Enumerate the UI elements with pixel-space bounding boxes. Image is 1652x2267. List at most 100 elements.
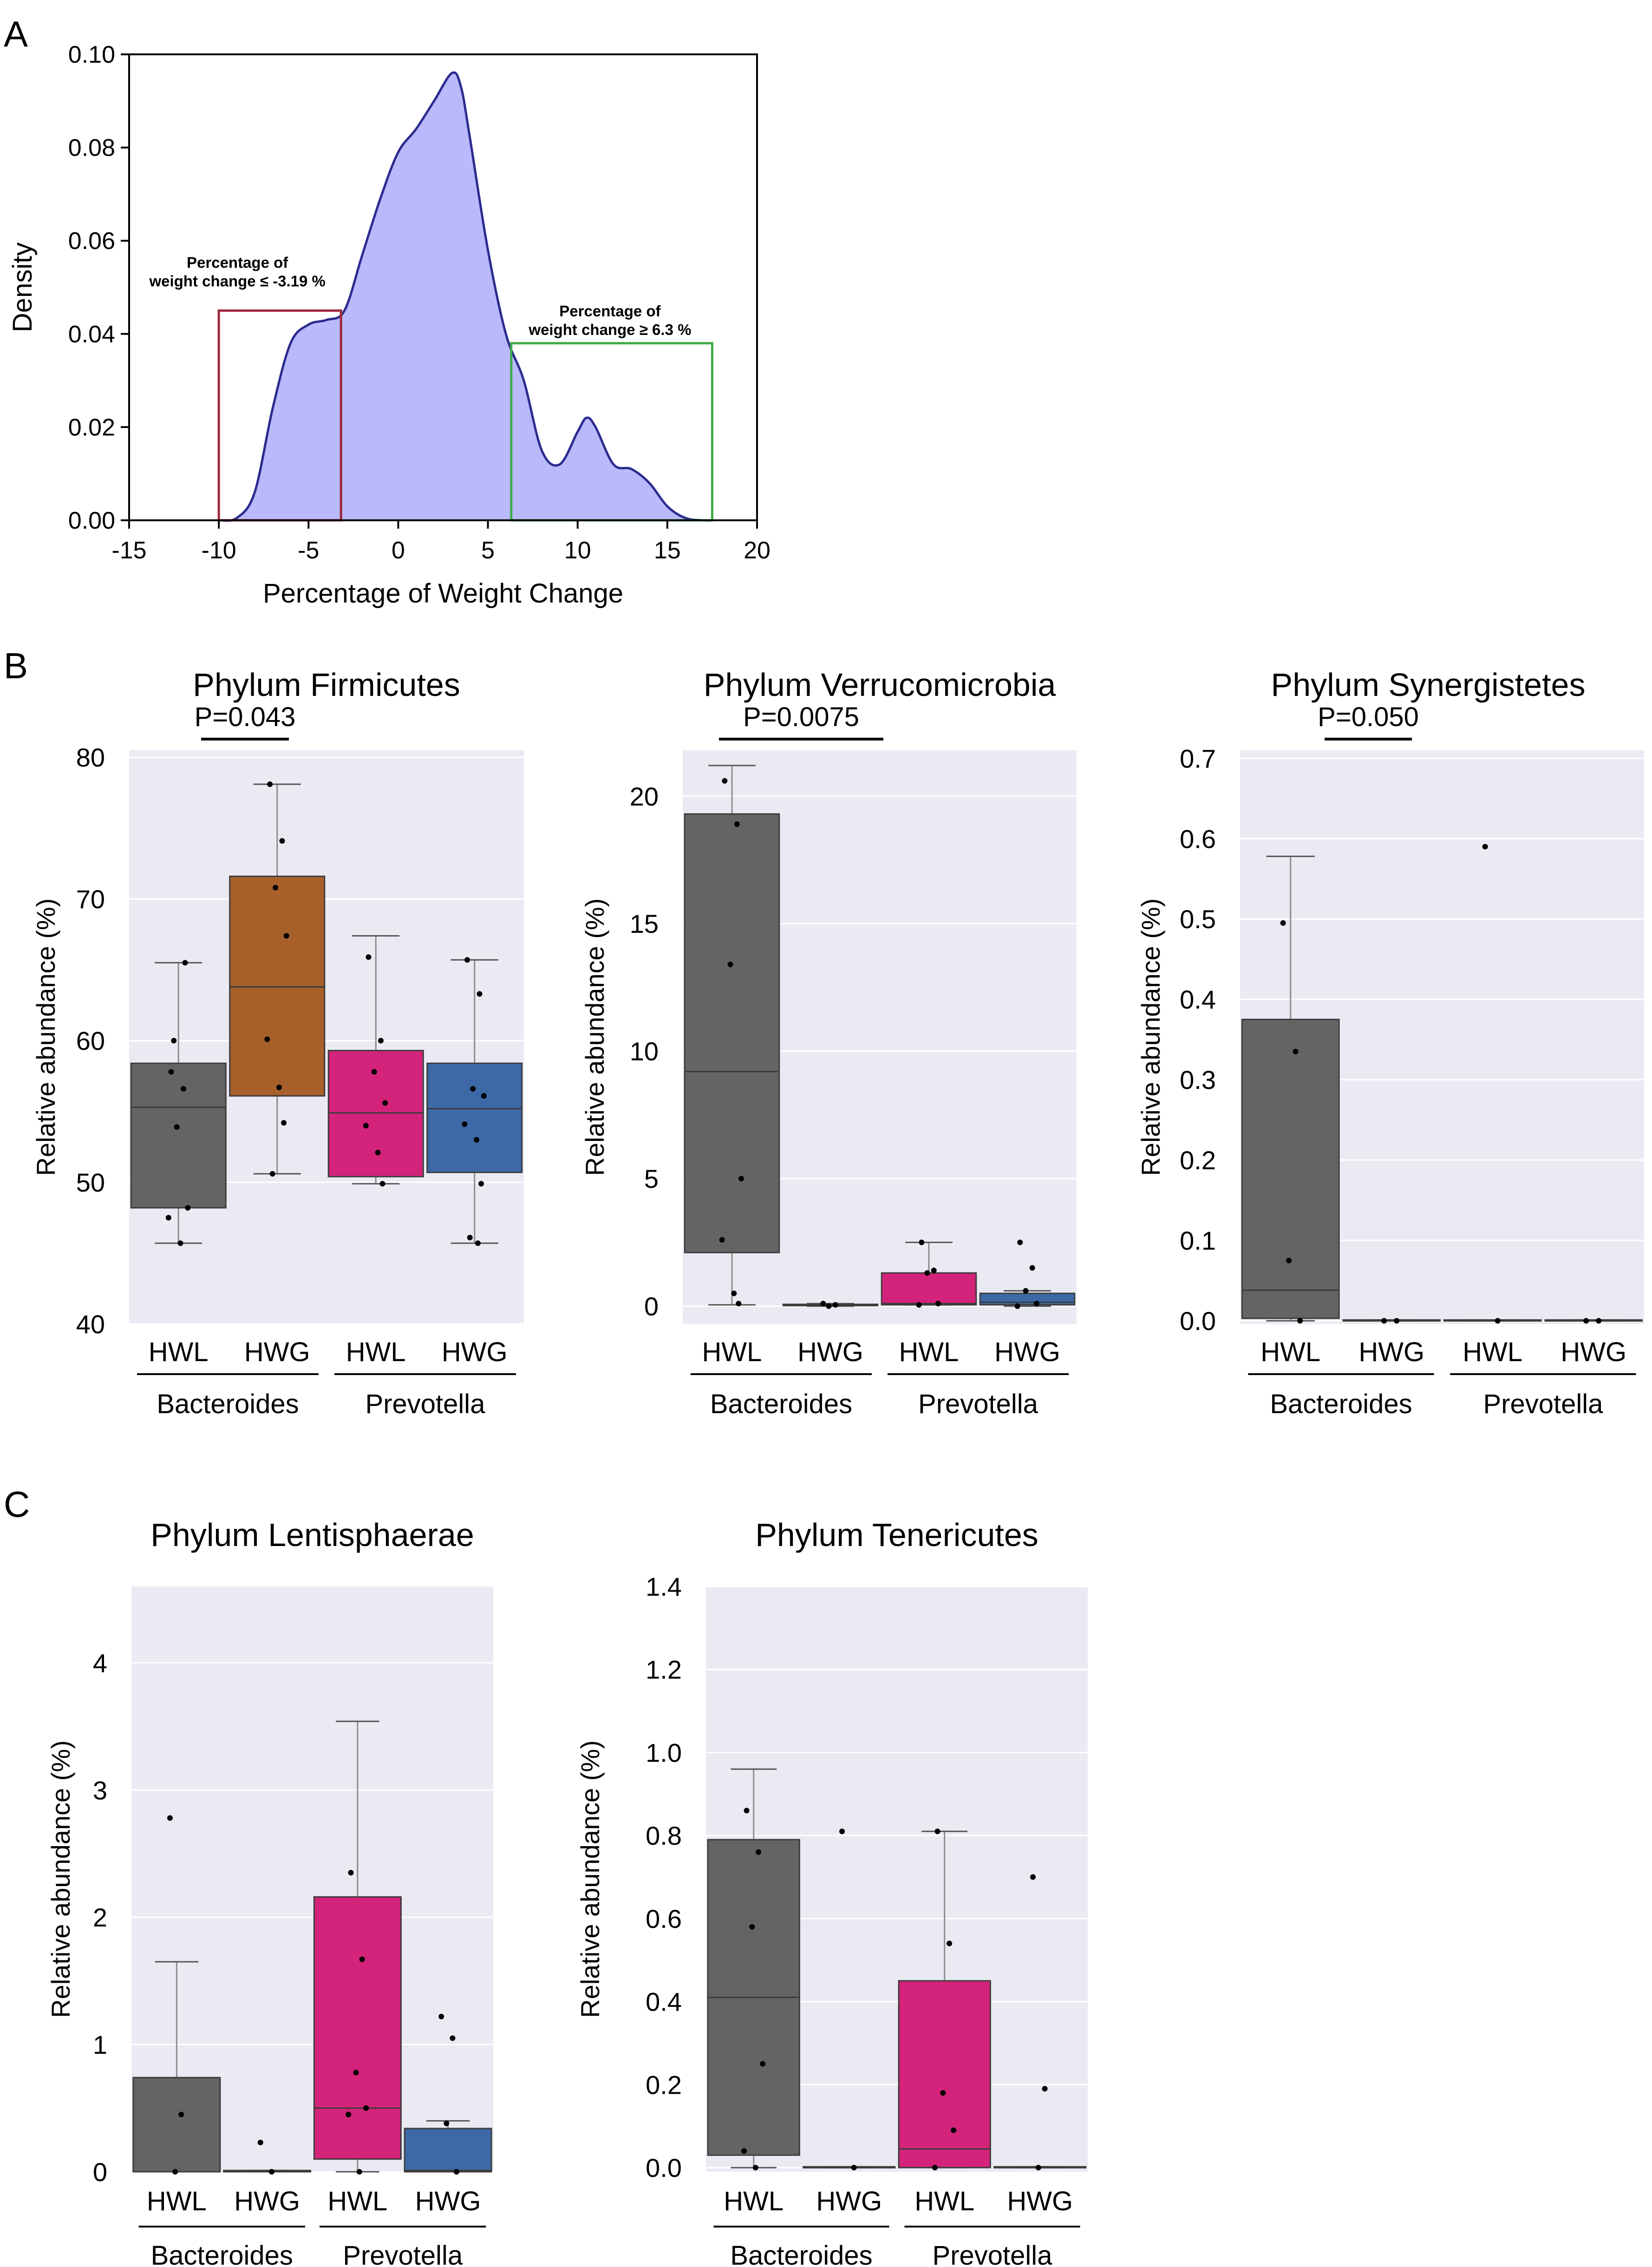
- y-tick-label: 0.08: [68, 135, 115, 162]
- data-point: [438, 2013, 444, 2019]
- category-label: HWL: [1260, 1337, 1320, 1367]
- data-point: [934, 1828, 940, 1835]
- data-point: [450, 2035, 456, 2041]
- data-point: [268, 2169, 274, 2175]
- y-tick-label: 0.2: [646, 2070, 682, 2099]
- y-tick-label: 3: [93, 1776, 107, 1805]
- y-tick-label: 1: [93, 2030, 107, 2059]
- data-point: [475, 1240, 481, 1246]
- data-point: [453, 2169, 459, 2175]
- data-point: [363, 1123, 369, 1129]
- y-tick-label: 0.7: [1180, 744, 1216, 773]
- data-point: [1014, 1303, 1020, 1309]
- annotation-text: weight change ≥ 6.3 %: [528, 321, 691, 338]
- box: [132, 2077, 221, 2173]
- p-value-label: P=0.0075: [743, 702, 859, 732]
- box: [1241, 1018, 1340, 1319]
- y-tick-label: 80: [76, 743, 105, 772]
- data-point: [736, 1301, 742, 1307]
- chart-title: Phylum Firmicutes: [193, 667, 460, 703]
- plot-frame: [128, 53, 758, 521]
- y-tick-label: 1.0: [646, 1738, 682, 1767]
- density-line: [218, 71, 712, 522]
- data-point: [931, 1267, 937, 1273]
- data-point: [749, 1924, 755, 1930]
- annotation-text: Percentage of: [559, 302, 661, 320]
- data-point: [467, 1234, 473, 1240]
- data-point: [832, 1302, 838, 1308]
- group-label: Prevotella: [918, 1389, 1038, 1419]
- y-tick-label: 0.0: [1180, 1306, 1216, 1336]
- y-tick-label: 50: [76, 1168, 105, 1197]
- y-tick-label: 4: [93, 1648, 107, 1677]
- p-value-label: P=0.043: [195, 702, 296, 732]
- box: [229, 875, 326, 1097]
- y-tick-label: 0.4: [646, 1987, 682, 2017]
- y-tick-label: 0.10: [68, 41, 115, 68]
- data-point: [178, 2111, 184, 2117]
- data-point: [366, 954, 372, 960]
- data-point: [935, 1301, 941, 1307]
- data-point: [462, 1121, 468, 1127]
- plot-background: [131, 1586, 493, 2172]
- box: [130, 1062, 227, 1209]
- category-label: HWG: [1561, 1337, 1626, 1367]
- data-point: [283, 933, 289, 939]
- x-tick-label: -10: [202, 537, 236, 564]
- data-point: [919, 1239, 925, 1245]
- data-point: [951, 2127, 957, 2133]
- data-point: [947, 1940, 953, 1946]
- data-point: [279, 838, 285, 844]
- data-point: [177, 1240, 183, 1246]
- data-point: [1596, 1318, 1602, 1324]
- y-tick-label: 0.3: [1180, 1065, 1216, 1094]
- data-point: [464, 957, 470, 963]
- box: [979, 1292, 1076, 1306]
- data-point: [167, 1815, 173, 1821]
- data-point: [1583, 1318, 1589, 1324]
- y-tick-label: 0.6: [646, 1904, 682, 1933]
- data-point: [371, 1069, 377, 1075]
- data-point: [760, 2061, 766, 2067]
- data-point: [171, 1038, 177, 1044]
- box: [313, 1896, 402, 2160]
- data-point: [826, 1303, 832, 1309]
- y-tick-label: 40: [76, 1310, 105, 1339]
- y-tick-label: 0: [644, 1292, 659, 1321]
- data-point: [1293, 1048, 1299, 1055]
- category-label: HWG: [442, 1337, 508, 1367]
- data-point: [722, 778, 728, 784]
- data-point: [1035, 2165, 1041, 2171]
- data-point: [1042, 2086, 1048, 2092]
- box-chart-lentisphaerae: 0 1 2 3 4 Phylum Lentisphaerae Relative abunda…: [46, 1517, 493, 2267]
- group-label: Bacteroides: [710, 1389, 852, 1419]
- data-point: [470, 1086, 476, 1092]
- category-label: HWL: [327, 2186, 387, 2216]
- data-point: [1280, 920, 1286, 926]
- data-point: [477, 991, 483, 997]
- category-label: HWG: [415, 2186, 481, 2216]
- y-tick-label: 0.1: [1180, 1226, 1216, 1255]
- data-point: [182, 960, 188, 966]
- data-point: [168, 1069, 174, 1075]
- category-label: HWG: [1007, 2186, 1073, 2216]
- data-point: [1482, 844, 1488, 850]
- data-point: [727, 962, 733, 968]
- data-point: [264, 1036, 270, 1042]
- data-point: [356, 2169, 362, 2175]
- y-tick-label: 0.8: [646, 1821, 682, 1850]
- box: [898, 1980, 991, 2169]
- data-point: [375, 1150, 381, 1156]
- data-point: [731, 1291, 737, 1297]
- data-point: [1495, 1318, 1501, 1324]
- density-area: [219, 72, 712, 521]
- y-tick-label: 15: [630, 909, 659, 938]
- y-tick-label: 0.4: [1180, 985, 1216, 1014]
- data-point: [1033, 1301, 1039, 1307]
- data-point: [353, 2070, 359, 2076]
- x-tick-label: -15: [111, 537, 146, 564]
- data-point: [839, 1828, 845, 1835]
- data-point: [756, 1849, 762, 1855]
